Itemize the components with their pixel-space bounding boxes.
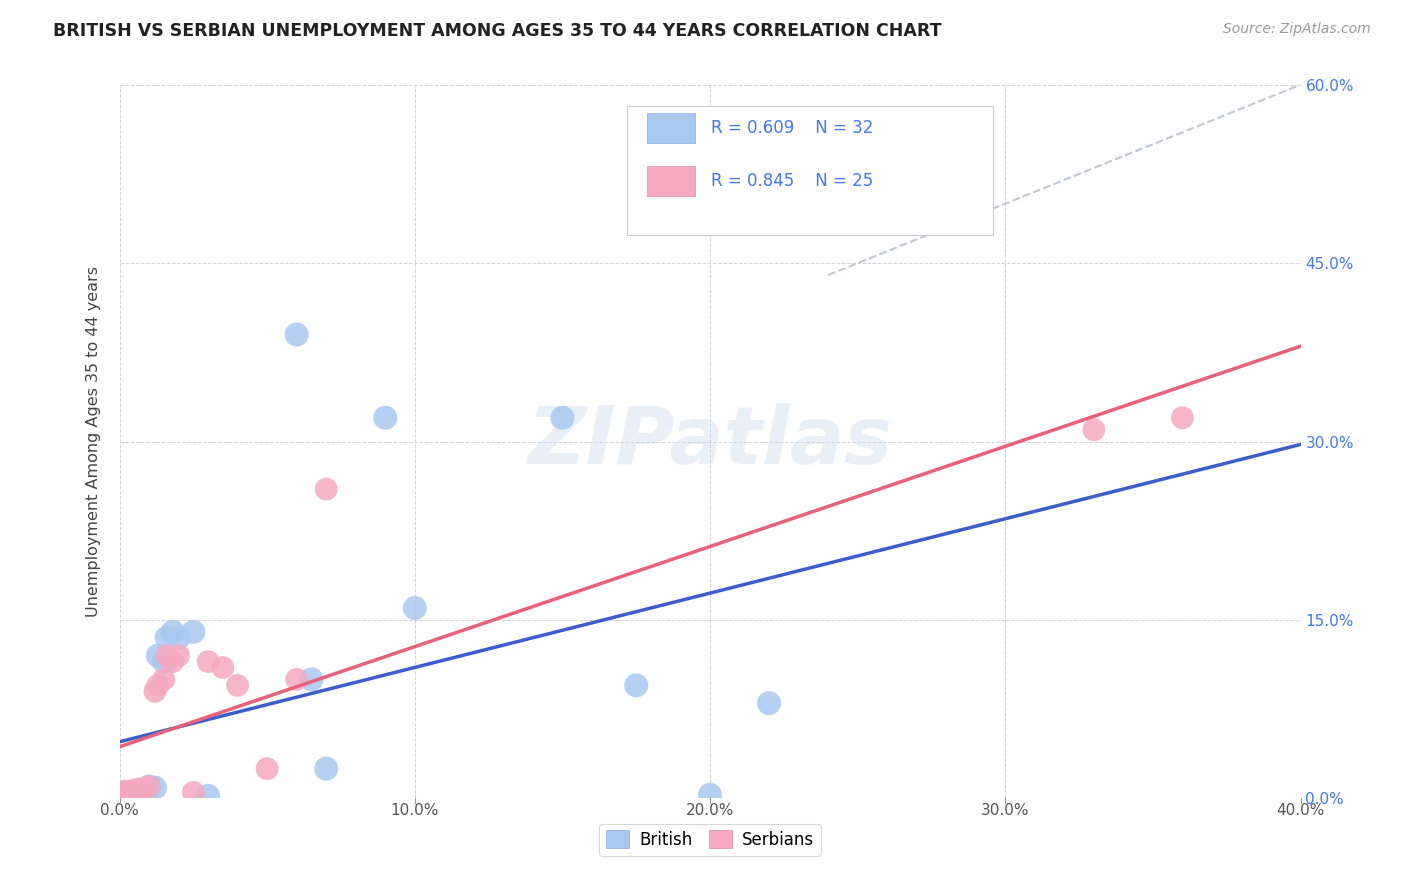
Point bbox=[114, 788, 136, 802]
Point bbox=[226, 678, 249, 692]
Point bbox=[120, 787, 142, 801]
Point bbox=[183, 624, 205, 639]
Point bbox=[153, 655, 174, 669]
Point bbox=[153, 673, 174, 687]
FancyBboxPatch shape bbox=[647, 112, 695, 143]
Point bbox=[301, 673, 323, 687]
Point bbox=[138, 780, 160, 794]
Point bbox=[315, 762, 337, 776]
Point bbox=[117, 787, 139, 801]
Y-axis label: Unemployment Among Ages 35 to 44 years: Unemployment Among Ages 35 to 44 years bbox=[86, 266, 101, 617]
Point bbox=[162, 624, 184, 639]
FancyBboxPatch shape bbox=[647, 166, 695, 196]
Point bbox=[143, 780, 166, 795]
Point bbox=[374, 410, 396, 425]
Point bbox=[111, 787, 134, 801]
Text: R = 0.609    N = 32: R = 0.609 N = 32 bbox=[711, 119, 873, 136]
Point bbox=[285, 673, 308, 687]
Point bbox=[758, 696, 780, 710]
Text: ZIPatlas: ZIPatlas bbox=[527, 402, 893, 481]
Point bbox=[1083, 423, 1105, 437]
Point bbox=[285, 327, 308, 342]
Point bbox=[127, 783, 149, 797]
Point bbox=[197, 789, 219, 803]
Point bbox=[112, 787, 135, 801]
Point bbox=[111, 788, 134, 802]
Legend: British, Serbians: British, Serbians bbox=[599, 823, 821, 855]
Point bbox=[699, 788, 721, 802]
Point bbox=[124, 785, 146, 799]
Point bbox=[114, 785, 136, 799]
Point bbox=[146, 678, 169, 692]
Point bbox=[197, 655, 219, 669]
Point bbox=[127, 785, 149, 799]
Point bbox=[1171, 410, 1194, 425]
Point bbox=[551, 410, 574, 425]
Point bbox=[156, 631, 179, 645]
Point bbox=[315, 482, 337, 496]
Point bbox=[132, 783, 155, 797]
Point bbox=[117, 785, 139, 799]
Point bbox=[138, 780, 160, 794]
Point bbox=[110, 785, 132, 799]
Point bbox=[143, 684, 166, 698]
Point bbox=[167, 648, 190, 663]
Point bbox=[404, 601, 426, 615]
Point bbox=[132, 783, 155, 797]
Text: Source: ZipAtlas.com: Source: ZipAtlas.com bbox=[1223, 22, 1371, 37]
Text: BRITISH VS SERBIAN UNEMPLOYMENT AMONG AGES 35 TO 44 YEARS CORRELATION CHART: BRITISH VS SERBIAN UNEMPLOYMENT AMONG AG… bbox=[53, 22, 942, 40]
Point bbox=[129, 787, 152, 801]
Point bbox=[129, 781, 152, 796]
FancyBboxPatch shape bbox=[627, 106, 994, 235]
Point bbox=[146, 648, 169, 663]
Point bbox=[162, 655, 184, 669]
Point bbox=[114, 784, 136, 798]
Point bbox=[124, 783, 146, 797]
Point bbox=[256, 762, 278, 776]
Point bbox=[211, 660, 233, 674]
Point bbox=[117, 785, 139, 799]
Point bbox=[110, 785, 132, 799]
Point bbox=[129, 784, 152, 798]
Point bbox=[183, 785, 205, 799]
Point bbox=[156, 648, 179, 663]
Point bbox=[167, 631, 190, 645]
Text: R = 0.845    N = 25: R = 0.845 N = 25 bbox=[711, 172, 873, 190]
Point bbox=[624, 678, 647, 692]
Point bbox=[120, 785, 142, 799]
Point bbox=[135, 785, 157, 799]
